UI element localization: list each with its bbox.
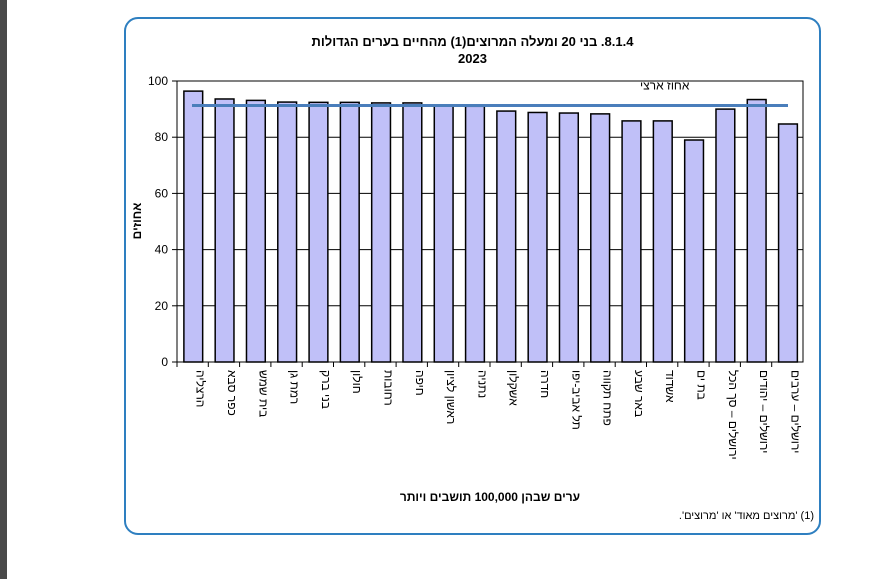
x-tick-label: אשדוד bbox=[663, 370, 677, 403]
x-tick-label: פתח תקווה bbox=[601, 370, 615, 426]
x-tick-label: חדרה bbox=[538, 370, 552, 398]
chart-subtitle: 2023 bbox=[458, 51, 487, 66]
bar bbox=[746, 98, 767, 363]
x-tick-label: חולון bbox=[350, 370, 364, 394]
window-edge bbox=[0, 0, 7, 579]
x-tick-label: כפר סבא bbox=[225, 370, 239, 416]
bar bbox=[402, 102, 423, 363]
x-tick-label: בת ים bbox=[694, 370, 708, 400]
x-tick-label: ראשון לציון bbox=[444, 370, 458, 424]
bar bbox=[245, 99, 267, 363]
bar bbox=[183, 90, 204, 363]
x-tick-label: ירושלים – ערבים bbox=[788, 370, 802, 453]
x-tick-label: ירושלים – יהודים bbox=[757, 370, 771, 453]
x-tick-label: רחובות bbox=[381, 370, 395, 406]
y-axis-label: אחוזים bbox=[130, 203, 144, 240]
bar bbox=[277, 101, 298, 363]
x-tick-label: חיפה bbox=[413, 370, 427, 396]
bar bbox=[308, 101, 329, 363]
x-tick-label: בני ברק bbox=[319, 370, 333, 409]
chart-title: 8.1.4. בני 20 ומעלה המרוצים(1) מהחיים בע… bbox=[311, 34, 634, 49]
plot-area bbox=[176, 80, 804, 363]
y-tick-label: 40 bbox=[155, 243, 169, 257]
bar bbox=[683, 139, 705, 363]
bar bbox=[339, 101, 360, 363]
chart-frame bbox=[124, 17, 821, 535]
y-tick-label: 20 bbox=[155, 299, 169, 313]
x-tick-label: רמת גן bbox=[288, 370, 302, 404]
bar bbox=[433, 104, 454, 363]
reference-line-label: אחוז ארצי bbox=[640, 78, 690, 92]
x-axis-label: ערים שבהן 100,000 תושבים ויותר bbox=[399, 490, 581, 504]
x-tick-label: הרצליה bbox=[194, 370, 208, 407]
bar bbox=[652, 120, 673, 363]
bar bbox=[496, 110, 517, 363]
y-tick-label: 80 bbox=[155, 130, 169, 144]
y-tick-label: 0 bbox=[161, 355, 168, 369]
x-tick-label: תל אביב-יפו bbox=[569, 370, 583, 430]
bar bbox=[214, 98, 235, 363]
x-tick-label: אשקלון bbox=[507, 370, 521, 406]
y-tick-label: 60 bbox=[155, 186, 169, 200]
bar bbox=[558, 112, 580, 363]
x-tick-label: בית שמש bbox=[256, 370, 270, 417]
x-tick-label: ירושלים – סך הכל bbox=[726, 370, 740, 460]
bar bbox=[777, 123, 799, 363]
footnote: (1) 'מרוצים מאוד' או 'מרוצים'. bbox=[678, 510, 814, 522]
bar bbox=[527, 111, 548, 363]
bar bbox=[590, 113, 611, 363]
bar bbox=[370, 102, 392, 363]
x-tick-label: באר שבע bbox=[632, 370, 646, 417]
y-tick-label: 100 bbox=[148, 74, 168, 88]
x-tick-label: נתניה bbox=[475, 370, 489, 398]
bar bbox=[621, 120, 642, 363]
bar bbox=[464, 105, 486, 363]
bar bbox=[715, 108, 736, 363]
